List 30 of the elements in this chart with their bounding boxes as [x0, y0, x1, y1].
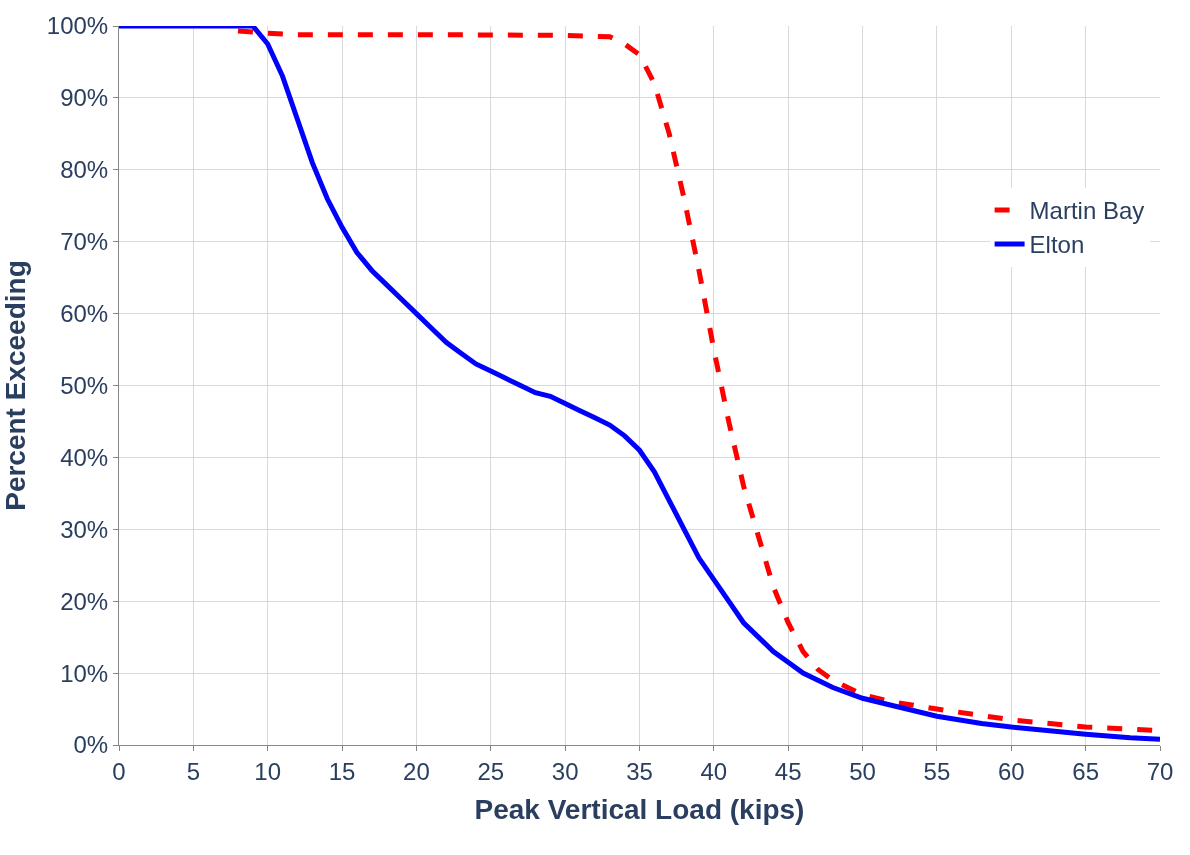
x-tick-label: 40 [700, 757, 728, 785]
x-tick-label: 10 [254, 757, 282, 785]
x-tick-label: 30 [551, 757, 579, 785]
x-tick-label: 60 [997, 757, 1025, 785]
legend-label: Elton [1029, 231, 1085, 259]
x-tick-label: 45 [774, 757, 802, 785]
y-tick-label: 60% [60, 300, 109, 327]
y-tick-label: 0% [73, 731, 109, 759]
x-axis-title: Peak Vertical Load (kips) [474, 793, 805, 825]
y-tick-label: 90% [60, 84, 109, 112]
x-tick-label: 65 [1072, 757, 1099, 785]
x-tick-label: 70 [1146, 757, 1174, 785]
y-tick-label: 100% [46, 12, 109, 40]
y-axis-title: Percent Exceeding [0, 260, 31, 511]
y-tick-label: 80% [60, 156, 109, 184]
x-tick-label: 50 [849, 757, 876, 785]
x-tick-label: 35 [626, 757, 653, 785]
legend-label: Martin Bay [1029, 197, 1145, 225]
x-tick-label: 25 [477, 757, 505, 785]
y-tick-label: 50% [60, 371, 109, 399]
y-tick-label: 30% [60, 515, 109, 543]
y-tick-label: 10% [60, 659, 109, 687]
x-tick-label: 20 [403, 757, 430, 785]
x-tick-label: 0 [112, 757, 126, 785]
x-tick-label: 55 [923, 757, 951, 785]
y-tick-label: 20% [60, 587, 109, 615]
y-tick-label: 40% [60, 443, 109, 471]
x-tick-label: 15 [328, 757, 356, 785]
x-tick-label: 5 [186, 757, 201, 785]
y-tick-label: 70% [60, 228, 109, 256]
